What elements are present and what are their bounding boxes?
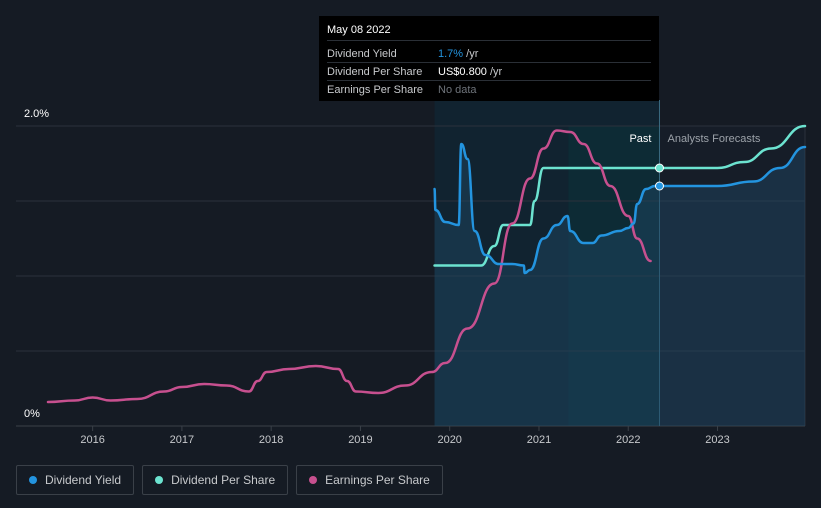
series-line-dividend-per-share xyxy=(433,124,807,267)
tooltip-date: May 08 2022 xyxy=(327,24,651,41)
legend: Dividend Yield Dividend Per Share Earnin… xyxy=(16,465,443,495)
grid xyxy=(16,125,806,427)
x-tick-label: 2021 xyxy=(527,434,551,446)
legend-label: Dividend Yield xyxy=(45,473,122,487)
x-tick-label: 2020 xyxy=(437,434,461,446)
forecast-label: Analysts Forecasts xyxy=(667,133,760,145)
tooltip: May 08 2022 Dividend Yield 1.7% /yr Divi… xyxy=(319,16,659,101)
y-tick-label-bottom: 0% xyxy=(24,408,40,420)
tooltip-row-earnings-per-share: Earnings Per Share No data xyxy=(327,81,651,98)
dividend-yield-marker xyxy=(654,181,664,191)
series-layer xyxy=(46,124,807,426)
x-tick-label: 2023 xyxy=(705,434,729,446)
legend-label: Dividend Per Share xyxy=(171,473,276,487)
y-tick-label-top: 2.0% xyxy=(24,108,50,120)
dividend-yield-area xyxy=(434,144,805,426)
tooltip-value: 1.7% xyxy=(438,47,464,60)
legend-dot-icon xyxy=(309,476,318,484)
legend-item-earnings-per-share[interactable]: Earnings Per Share xyxy=(296,465,443,495)
x-tick-label: 2018 xyxy=(259,434,283,446)
legend-item-dividend-per-share[interactable]: Dividend Per Share xyxy=(142,465,289,495)
x-tick-label: 2019 xyxy=(348,434,372,446)
legend-label: Earnings Per Share xyxy=(325,473,430,487)
x-axis-ticks: 2016 2017 2018 2019 2020 2021 2022 2023 xyxy=(80,426,730,446)
tooltip-suffix: /yr xyxy=(486,65,503,78)
x-tick-label: 2022 xyxy=(616,434,640,446)
legend-item-dividend-yield[interactable]: Dividend Yield xyxy=(16,465,135,495)
tooltip-suffix: /yr xyxy=(463,47,479,60)
tooltip-row-dividend-yield: Dividend Yield 1.7% /yr xyxy=(327,45,651,63)
tooltip-value: No data xyxy=(438,83,477,96)
tooltip-label: Dividend Yield xyxy=(327,47,397,60)
tooltip-label: Dividend Per Share xyxy=(327,65,423,78)
past-label: Past xyxy=(629,133,651,145)
tooltip-value: US$0.800 xyxy=(438,65,487,78)
dividend-per-share-marker xyxy=(654,163,664,173)
legend-dot-icon xyxy=(155,476,164,484)
tooltip-label: Earnings Per Share xyxy=(327,83,423,96)
tooltip-row-dividend-per-share: Dividend Per Share US$0.800 /yr xyxy=(327,63,651,81)
series-line-earnings-per-share xyxy=(46,129,652,404)
x-tick-label: 2016 xyxy=(80,434,104,446)
legend-dot-icon xyxy=(29,476,37,484)
x-tick-label: 2017 xyxy=(170,434,194,446)
